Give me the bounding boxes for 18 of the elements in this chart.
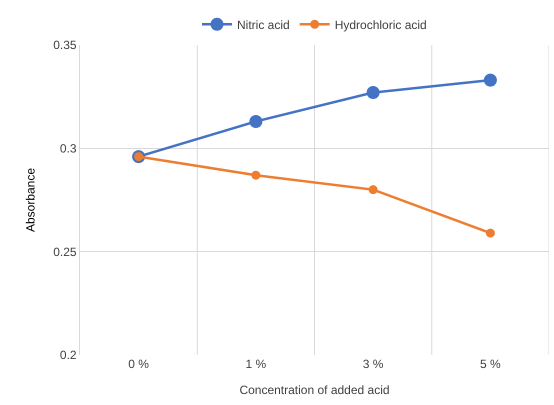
point xyxy=(484,74,497,87)
x-tick-label: 0 % xyxy=(128,357,150,371)
x-tick-label: 5 % xyxy=(480,357,502,371)
x-tick-label: 1 % xyxy=(246,357,267,371)
point xyxy=(249,114,262,128)
x-tick-label: 3 % xyxy=(362,357,384,371)
legend-label: Hydrochloric acid xyxy=(334,18,427,32)
point xyxy=(366,86,380,100)
y-tick-label: 0.25 xyxy=(53,244,77,259)
y-tick-label: 0.2 xyxy=(60,348,77,362)
y-axis-title: Absorbance xyxy=(24,168,38,232)
y-tick-label: 0.35 xyxy=(53,38,77,52)
legend-label: Nitric acid xyxy=(237,18,290,32)
y-tick-label: 0.3 xyxy=(60,142,77,156)
point xyxy=(486,228,495,238)
point xyxy=(251,170,260,180)
point xyxy=(368,185,378,194)
x-axis-title: Concentration of added acid xyxy=(239,382,390,397)
